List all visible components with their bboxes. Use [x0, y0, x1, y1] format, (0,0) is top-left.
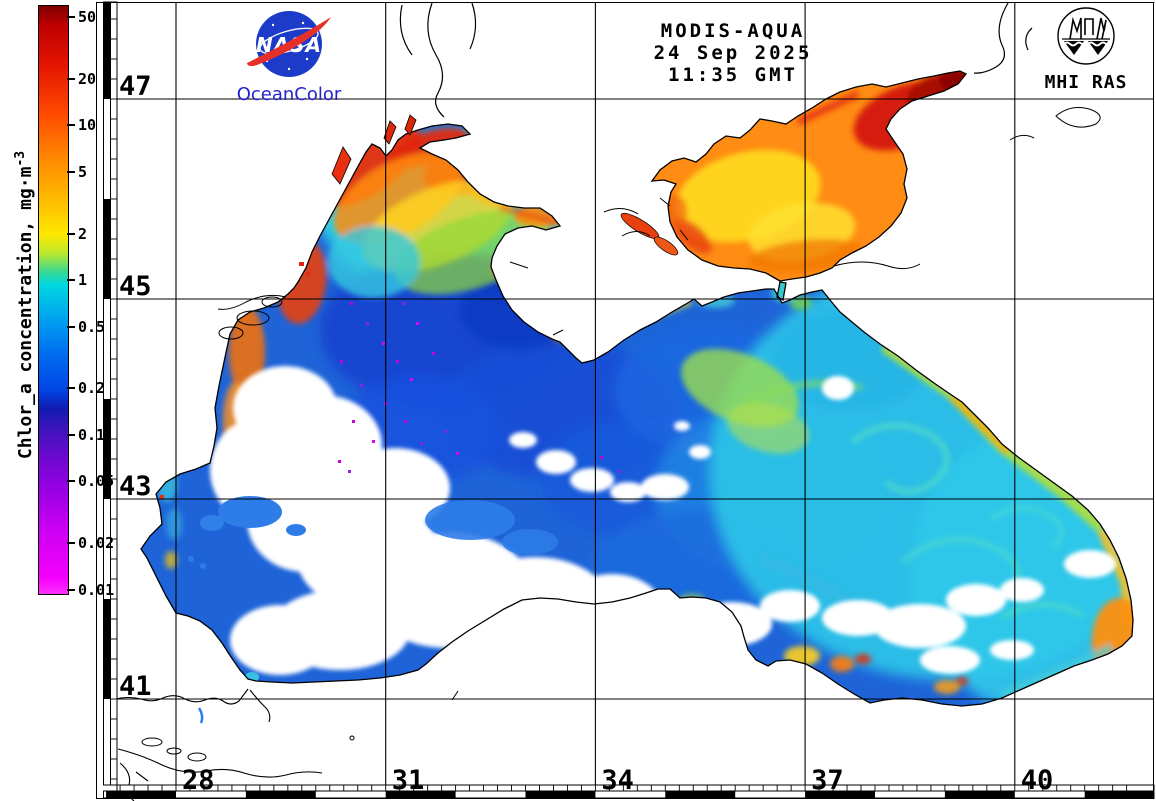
colorbar: Chlor_a concentration, mg·m-3 50 20 10 5 2 1 0…	[0, 0, 114, 620]
colorbar-tick-mark	[67, 279, 75, 282]
lat-label-45: 45	[119, 271, 152, 302]
nasa-swoosh	[247, 17, 331, 67]
colorbar-tick-mark	[67, 170, 75, 173]
colorbar-tick-label-5: 5	[78, 162, 88, 181]
bottom-tick-row	[116, 784, 1155, 792]
mhi-ras-label: MHI RAS	[1044, 72, 1128, 93]
colorbar-tick-mark	[67, 325, 75, 328]
colorbar-tick-mark	[67, 124, 75, 127]
land-details-layer	[114, 2, 1101, 801]
colorbar-tick-label-1: 1	[78, 271, 88, 290]
colorbar-tick-label-0.02: 0.02	[78, 533, 115, 552]
low-chl-specks	[338, 302, 621, 473]
mhi-branding: MHI RAS	[1039, 6, 1133, 93]
colorbar-tick-mark	[67, 480, 75, 483]
time-label: 11:35 GMT	[668, 64, 798, 86]
observation-info: MODIS-AQUA 24 Sep 2025 11:35 GMT	[648, 20, 818, 86]
colorbar-tick-mark	[67, 232, 75, 235]
colorbar-ticks: 50 20 10 5 2 1 0.5 0.2 0.1 0.05 0.02 0.01	[0, 0, 114, 620]
geo-labels: 47 45 43 41 28 31 34 37 40	[119, 71, 1053, 796]
nasa-logo: NASA	[247, 11, 331, 77]
colorbar-tick-label-20: 20	[78, 69, 97, 88]
map-frame	[96, 1, 1155, 799]
colorbar-tick-label-0.01: 0.01	[78, 580, 115, 599]
lon-label-28: 28	[182, 765, 215, 796]
mhi-ras-logo	[1057, 7, 1115, 65]
colorbar-tick-label-0.1: 0.1	[78, 425, 106, 444]
colorbar-tick-mark	[67, 387, 75, 390]
colorbar-tick-mark	[67, 433, 75, 436]
nasa-branding: NASA OceanColor	[235, 9, 343, 105]
colorbar-tick-label-0.05: 0.05	[78, 472, 115, 491]
colorbar-tick-mark	[67, 16, 75, 19]
colorbar-tick-mark	[67, 588, 75, 591]
lon-label-34: 34	[601, 765, 634, 796]
colorbar-tick-label-0.2: 0.2	[78, 379, 106, 398]
graticule-layer	[117, 2, 1154, 785]
nasa-orbit-ellipse	[259, 27, 319, 55]
colorbar-tick-mark	[67, 77, 75, 80]
lon-label-40: 40	[1021, 765, 1054, 796]
lat-label-43: 43	[119, 471, 152, 502]
colorbar-gradient	[38, 5, 69, 595]
lat-label-41: 41	[119, 671, 152, 702]
sensor-label: MODIS-AQUA	[660, 20, 806, 42]
colorbar-tick-label-50: 50	[78, 8, 97, 27]
colorbar-tick-label-2: 2	[78, 224, 88, 243]
river-mark	[197, 707, 204, 724]
colorbar-tick-label-0.5: 0.5	[78, 317, 106, 336]
oceancolor-label: OceanColor	[236, 84, 342, 105]
lat-label-47: 47	[119, 71, 152, 102]
colorbar-tick-label-10: 10	[78, 116, 97, 135]
lon-label-37: 37	[811, 765, 844, 796]
date-label: 24 Sep 2025	[653, 42, 813, 64]
colorbar-tick-mark	[67, 541, 75, 544]
lon-label-31: 31	[392, 765, 425, 796]
